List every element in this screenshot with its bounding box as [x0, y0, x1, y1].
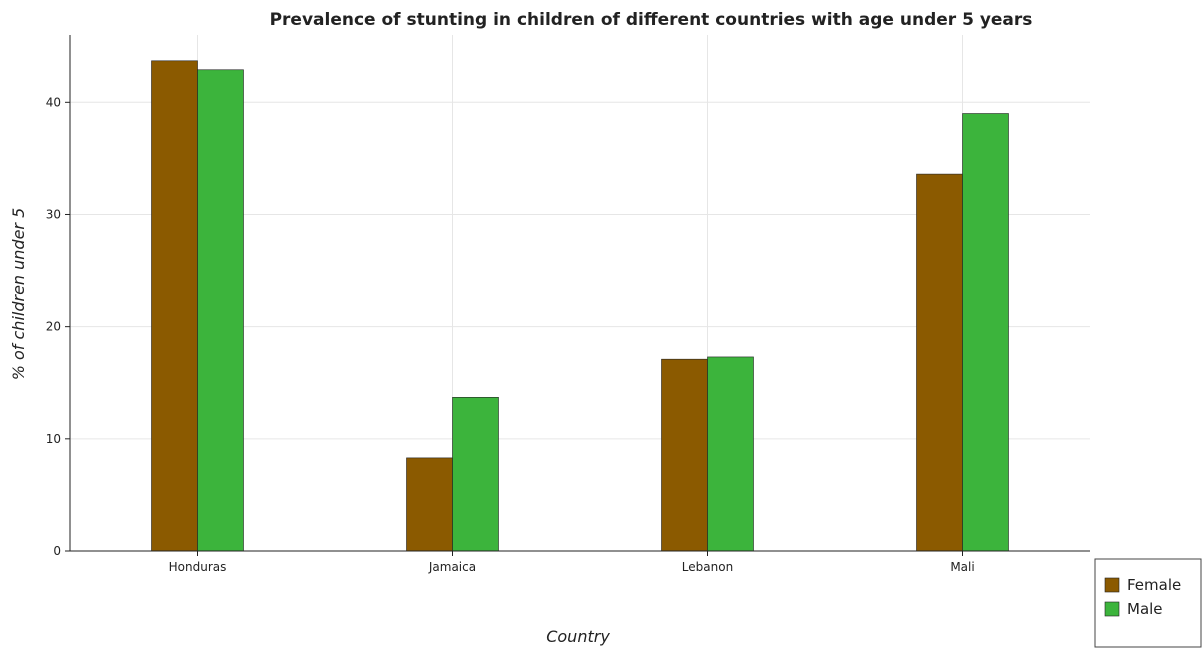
y-tick-label: 10: [46, 432, 61, 446]
y-tick-label: 20: [46, 320, 61, 334]
axes: 0 10 20 30 40 Honduras Jamaica Lebanon Mali: [46, 35, 1090, 574]
legend-label-female: Female: [1127, 576, 1181, 594]
legend-swatch-male: [1104, 601, 1120, 617]
y-tick-label: 0: [53, 544, 61, 558]
bar-male-jamaica: [452, 397, 499, 552]
legend-label-male: Male: [1127, 600, 1163, 618]
legend-box: [1094, 558, 1202, 648]
bar-female-honduras: [151, 60, 198, 552]
bar-male-honduras: [197, 69, 244, 552]
bar-male-lebanon: [707, 356, 754, 552]
y-tick-label: 40: [46, 95, 61, 109]
x-tick-label: Lebanon: [682, 560, 733, 574]
legend: Female Male: [1094, 558, 1202, 648]
y-axis-label: % of children under 5: [9, 208, 28, 381]
x-tick-label: Jamaica: [428, 560, 476, 574]
bar-male-mali: [962, 113, 1009, 552]
chart-title: Prevalence of stunting in children of di…: [270, 10, 1033, 30]
bar-female-lebanon: [661, 358, 708, 552]
y-tick-label: 30: [46, 207, 61, 221]
x-tick-label: Mali: [950, 560, 974, 574]
bar-female-mali: [916, 173, 963, 552]
bars: [151, 60, 1009, 552]
legend-swatch-female: [1104, 577, 1120, 593]
bar-female-jamaica: [406, 457, 453, 552]
x-tick-label: Honduras: [169, 560, 227, 574]
x-axis-label: Country: [546, 627, 610, 646]
